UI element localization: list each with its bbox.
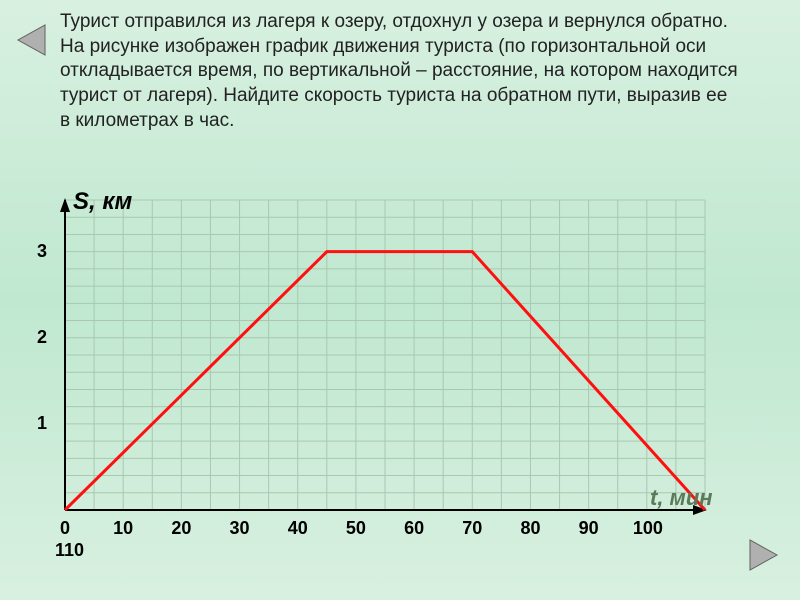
chart-svg: [25, 190, 725, 560]
x-axis-label: t, мин: [650, 485, 713, 511]
chart: S, км t, мин 123010203040506070809010011…: [25, 190, 725, 560]
x-tick-label: 80: [520, 518, 540, 539]
x-tick-label: 70: [462, 518, 482, 539]
x-tick-label: 30: [230, 518, 250, 539]
y-tick-label: 1: [37, 413, 47, 434]
prev-button[interactable]: [10, 20, 50, 65]
triangle-right-icon: [745, 535, 785, 575]
next-button[interactable]: [745, 535, 785, 580]
x-tick-label: 40: [288, 518, 308, 539]
y-axis-label: S, км: [73, 188, 132, 216]
x-tick-label: 90: [579, 518, 599, 539]
x-tick-label: 20: [171, 518, 191, 539]
x-tick-label: 60: [404, 518, 424, 539]
x-tick-label: 10: [113, 518, 133, 539]
x-tick-label: 100: [633, 518, 663, 539]
triangle-left-icon: [10, 20, 50, 60]
x-tick-label: 0: [60, 518, 70, 539]
y-tick-label: 2: [37, 327, 47, 348]
y-tick-label: 3: [37, 241, 47, 262]
problem-text: Турист отправился из лагеря к озеру, отд…: [60, 10, 740, 133]
x-tick-label: 110: [55, 540, 84, 561]
x-tick-label: 50: [346, 518, 366, 539]
